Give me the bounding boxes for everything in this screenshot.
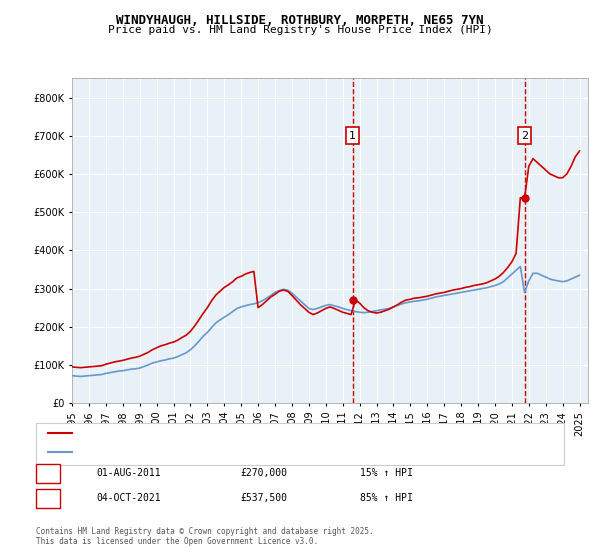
Text: Price paid vs. HM Land Registry's House Price Index (HPI): Price paid vs. HM Land Registry's House … (107, 25, 493, 35)
Text: 01-AUG-2011: 01-AUG-2011 (96, 468, 161, 478)
Text: 2: 2 (521, 130, 528, 141)
Text: HPI: Average price, detached house, Northumberland: HPI: Average price, detached house, Nort… (78, 447, 347, 456)
Text: Contains HM Land Registry data © Crown copyright and database right 2025.
This d: Contains HM Land Registry data © Crown c… (36, 526, 374, 546)
Text: 1: 1 (349, 130, 356, 141)
Text: £537,500: £537,500 (240, 493, 287, 503)
Text: WINDYHAUGH, HILLSIDE, ROTHBURY, MORPETH, NE65 7YN (detached house): WINDYHAUGH, HILLSIDE, ROTHBURY, MORPETH,… (78, 428, 433, 437)
Text: 2: 2 (45, 493, 51, 503)
Text: 1: 1 (45, 468, 51, 478)
Text: 04-OCT-2021: 04-OCT-2021 (96, 493, 161, 503)
Text: 85% ↑ HPI: 85% ↑ HPI (360, 493, 413, 503)
Text: 15% ↑ HPI: 15% ↑ HPI (360, 468, 413, 478)
Text: £270,000: £270,000 (240, 468, 287, 478)
Text: WINDYHAUGH, HILLSIDE, ROTHBURY, MORPETH, NE65 7YN: WINDYHAUGH, HILLSIDE, ROTHBURY, MORPETH,… (116, 14, 484, 27)
